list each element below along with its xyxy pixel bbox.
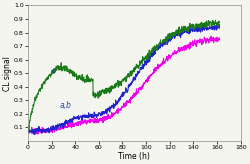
Y-axis label: CL signal: CL signal	[4, 56, 13, 91]
Text: a,b: a,b	[60, 102, 72, 110]
X-axis label: Time (h): Time (h)	[118, 152, 150, 161]
Text: c: c	[52, 66, 56, 75]
